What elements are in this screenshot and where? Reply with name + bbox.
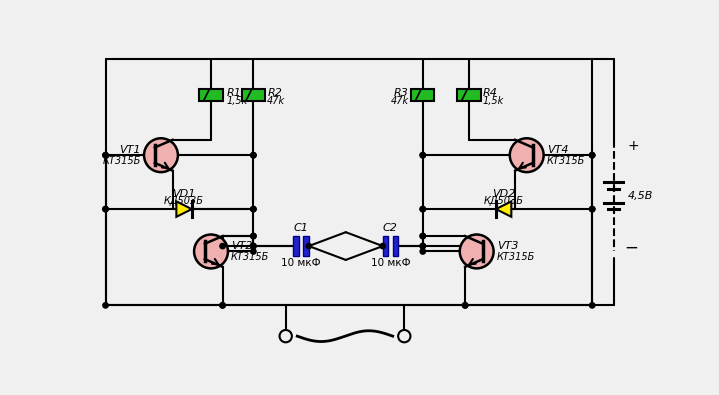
Circle shape [103,207,109,212]
Text: 10 мкФ: 10 мкФ [370,258,411,268]
Circle shape [280,330,292,342]
Polygon shape [496,201,511,217]
Circle shape [590,303,595,308]
Text: R1: R1 [226,88,242,98]
Circle shape [420,233,426,239]
Text: КТ315Б: КТ315Б [103,156,141,166]
Circle shape [103,207,109,212]
Text: VT4: VT4 [546,145,568,155]
Text: 4,5В: 4,5В [628,191,653,201]
Text: 1,5k: 1,5k [483,96,504,106]
Bar [411,89,434,101]
Circle shape [306,243,311,249]
Circle shape [103,303,109,308]
Circle shape [251,207,256,212]
Text: R3: R3 [394,88,409,98]
Text: VT2: VT2 [231,241,252,251]
Circle shape [380,243,385,249]
Bar [293,236,299,256]
Text: −: − [625,239,638,257]
Text: VD1: VD1 [173,189,196,199]
Circle shape [194,235,228,268]
Text: 10 мкФ: 10 мкФ [281,258,321,268]
Circle shape [590,207,595,212]
Circle shape [420,152,426,158]
Circle shape [420,249,426,254]
Bar [303,236,309,256]
Circle shape [103,152,109,158]
Circle shape [251,152,256,158]
Text: VT1: VT1 [119,145,141,155]
Circle shape [590,207,595,212]
Circle shape [220,303,225,308]
Bar [383,236,388,256]
Text: R2: R2 [267,88,282,98]
Circle shape [251,152,256,158]
Text: C1: C1 [293,223,308,233]
Circle shape [251,243,256,249]
Circle shape [420,233,426,239]
Circle shape [398,330,411,342]
Text: КТ315Б: КТ315Б [231,252,270,262]
Circle shape [251,233,256,239]
Bar [393,236,398,256]
Circle shape [420,243,426,249]
Circle shape [103,152,109,158]
Circle shape [510,138,544,172]
Text: КТ315Б: КТ315Б [497,252,535,262]
Circle shape [251,243,256,249]
Circle shape [420,207,426,212]
Text: КД503Б: КД503Б [484,196,523,207]
Circle shape [144,138,178,172]
Circle shape [251,249,256,254]
Circle shape [251,207,256,212]
Text: VT3: VT3 [497,241,518,251]
Text: 47k: 47k [267,96,285,106]
Text: +: + [628,139,639,153]
Text: R4: R4 [483,88,498,98]
Circle shape [220,303,225,308]
Circle shape [590,152,595,158]
Text: 47k: 47k [391,96,409,106]
Bar [457,89,480,101]
Circle shape [420,207,426,212]
Circle shape [220,243,225,249]
Bar [199,89,223,101]
Circle shape [420,152,426,158]
Text: C2: C2 [383,223,398,233]
Circle shape [459,235,494,268]
Text: КД503Б: КД503Б [164,196,204,207]
Bar [242,89,265,101]
Circle shape [462,303,468,308]
Circle shape [590,152,595,158]
Polygon shape [176,201,192,217]
Circle shape [462,303,468,308]
Circle shape [420,243,426,249]
Text: 1,5k: 1,5k [226,96,247,106]
Text: КТ315Б: КТ315Б [546,156,585,166]
Text: VD2: VD2 [492,189,516,199]
Circle shape [251,233,256,239]
